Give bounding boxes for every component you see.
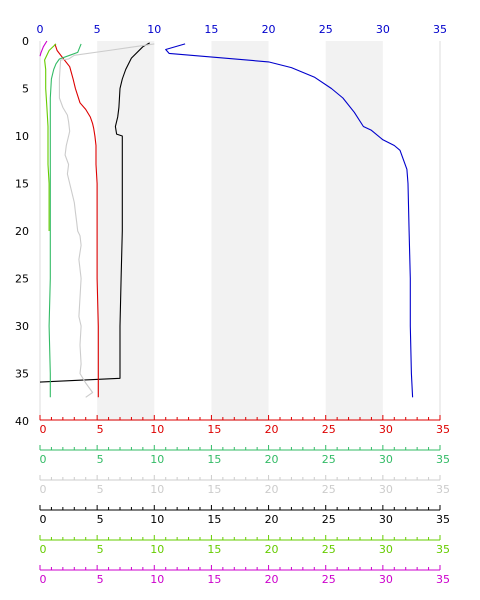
- lime-axis-tick-label-5: 5: [97, 543, 104, 556]
- gray-axis-tick-label-5: 5: [97, 483, 104, 496]
- y-tick-label-40: 40: [15, 415, 29, 428]
- black-axis-tick-label-25: 25: [322, 513, 336, 526]
- black-axis-tick-label-10: 10: [150, 513, 164, 526]
- background-band-2: [325, 41, 383, 421]
- red-axis-tick-label-10: 10: [150, 423, 164, 436]
- top-axis-tick-label-20: 20: [262, 23, 276, 36]
- gray-axis-tick-label-35: 35: [436, 483, 450, 496]
- gray-axis-tick-label-30: 30: [379, 483, 393, 496]
- green-axis-tick-label-10: 10: [150, 453, 164, 466]
- y-tick-label-5: 5: [22, 83, 29, 96]
- y-tick-label-25: 25: [15, 273, 29, 286]
- y-tick-label-10: 10: [15, 130, 29, 143]
- top-axis-tick-label-0: 0: [37, 23, 44, 36]
- lime-axis-tick-label-15: 15: [207, 543, 221, 556]
- green-axis-tick-label-0: 0: [40, 453, 47, 466]
- black-axis-tick-label-15: 15: [207, 513, 221, 526]
- y-tick-label-15: 15: [15, 178, 29, 191]
- red-axis-tick-label-25: 25: [322, 423, 336, 436]
- red-axis-tick-label-35: 35: [436, 423, 450, 436]
- series-line-4: [44, 43, 57, 231]
- series-line-5: [39, 40, 48, 57]
- black-axis-tick-label-30: 30: [379, 513, 393, 526]
- gray-axis-tick-label-0: 0: [40, 483, 47, 496]
- magenta-axis-tick-label-0: 0: [40, 573, 47, 586]
- lime-axis-tick-label-35: 35: [436, 543, 450, 556]
- top-axis-tick-label-25: 25: [319, 23, 333, 36]
- series-line-1: [39, 42, 150, 383]
- magenta-axis-tick-label-20: 20: [265, 573, 279, 586]
- series-line-6: [58, 43, 155, 398]
- green-axis-tick-label-5: 5: [97, 453, 104, 466]
- magenta-axis-tick-label-15: 15: [207, 573, 221, 586]
- series-line-2: [54, 43, 99, 398]
- series-line-3: [48, 43, 82, 398]
- magenta-axis-tick-label-35: 35: [436, 573, 450, 586]
- gray-axis-tick-label-25: 25: [322, 483, 336, 496]
- green-axis-tick-label-15: 15: [207, 453, 221, 466]
- green-axis-tick-label-35: 35: [436, 453, 450, 466]
- gray-axis-tick-label-10: 10: [150, 483, 164, 496]
- lime-axis-tick-label-20: 20: [265, 543, 279, 556]
- top-axis-tick-label-35: 35: [433, 23, 447, 36]
- red-axis-tick-label-20: 20: [265, 423, 279, 436]
- black-axis-tick-label-5: 5: [97, 513, 104, 526]
- y-tick-label-35: 35: [15, 368, 29, 381]
- top-axis-tick-label-30: 30: [376, 23, 390, 36]
- lime-axis-tick-label-10: 10: [150, 543, 164, 556]
- green-axis-tick-label-30: 30: [379, 453, 393, 466]
- top-axis-tick-label-15: 15: [204, 23, 218, 36]
- background-band-0: [97, 41, 155, 421]
- black-axis-tick-label-20: 20: [265, 513, 279, 526]
- red-axis-tick-label-5: 5: [97, 423, 104, 436]
- magenta-axis-tick-label-30: 30: [379, 573, 393, 586]
- black-axis-tick-label-0: 0: [40, 513, 47, 526]
- y-tick-label-0: 0: [22, 35, 29, 48]
- y-tick-label-30: 30: [15, 320, 29, 333]
- green-axis-tick-label-25: 25: [322, 453, 336, 466]
- magenta-axis-tick-label-10: 10: [150, 573, 164, 586]
- gray-axis-tick-label-15: 15: [207, 483, 221, 496]
- magenta-axis-tick-label-25: 25: [322, 573, 336, 586]
- background-band-1: [211, 41, 269, 421]
- top-axis-tick-label-10: 10: [147, 23, 161, 36]
- top-axis-tick-label-5: 5: [94, 23, 101, 36]
- red-axis-tick-label-0: 0: [40, 423, 47, 436]
- lime-axis-tick-label-30: 30: [379, 543, 393, 556]
- lime-axis-tick-label-25: 25: [322, 543, 336, 556]
- gray-axis-tick-label-20: 20: [265, 483, 279, 496]
- red-axis-tick-label-15: 15: [207, 423, 221, 436]
- lime-axis-tick-label-0: 0: [40, 543, 47, 556]
- y-tick-label-20: 20: [15, 225, 29, 238]
- series-line-0: [165, 43, 414, 398]
- green-axis-tick-label-20: 20: [265, 453, 279, 466]
- red-axis-tick-label-30: 30: [379, 423, 393, 436]
- black-axis-tick-label-35: 35: [436, 513, 450, 526]
- magenta-axis-tick-label-5: 5: [97, 573, 104, 586]
